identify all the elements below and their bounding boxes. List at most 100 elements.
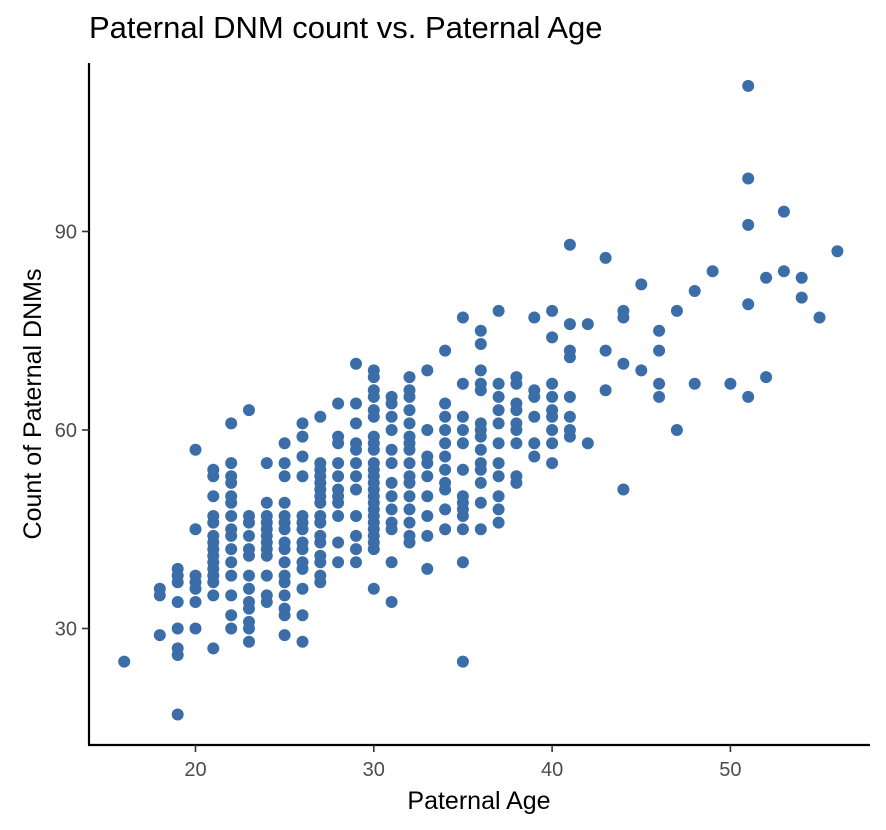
data-point — [653, 390, 666, 403]
data-point — [474, 338, 487, 350]
data-point — [278, 510, 291, 522]
data-point — [599, 251, 612, 264]
data-point — [439, 397, 452, 410]
data-point — [492, 503, 505, 516]
data-point — [403, 503, 416, 516]
data-point — [243, 596, 255, 608]
data-point — [225, 417, 238, 430]
data-point — [367, 384, 380, 397]
data-point — [403, 529, 416, 542]
data-point — [403, 470, 416, 483]
data-point — [367, 404, 380, 417]
data-point — [813, 311, 826, 324]
data-point — [760, 371, 773, 384]
data-point — [599, 344, 612, 357]
chart-title: Paternal DNM count vs. Paternal Age — [89, 10, 603, 45]
data-point — [403, 457, 416, 470]
data-point — [189, 569, 202, 582]
data-point — [831, 245, 844, 258]
data-point — [225, 569, 238, 582]
data-point — [439, 437, 452, 450]
data-point — [421, 364, 434, 377]
data-point — [421, 470, 434, 483]
data-point — [563, 424, 576, 436]
data-point — [278, 556, 291, 569]
data-point — [670, 304, 683, 317]
data-point — [278, 629, 291, 642]
data-point — [795, 291, 808, 304]
data-point — [403, 490, 416, 503]
data-point — [332, 536, 345, 549]
data-point — [296, 609, 309, 622]
data-point — [456, 490, 469, 503]
data-point — [581, 437, 594, 450]
data-point — [546, 331, 559, 344]
data-point — [350, 457, 362, 470]
data-point — [385, 490, 398, 503]
data-point — [207, 490, 220, 503]
data-point — [385, 390, 398, 403]
data-point — [385, 443, 398, 456]
data-point — [207, 642, 220, 655]
data-point — [278, 536, 291, 549]
x-axis-label: Paternal Age — [407, 787, 550, 815]
data-point — [278, 496, 291, 509]
y-tick-label: 60 — [55, 420, 77, 442]
data-point — [225, 470, 238, 483]
data-point — [653, 324, 666, 337]
y-tick-label: 30 — [55, 619, 77, 641]
data-point — [118, 655, 131, 668]
data-point — [332, 556, 345, 569]
data-point — [153, 582, 166, 595]
data-point — [350, 357, 362, 370]
y-tick-label: 90 — [55, 221, 77, 243]
data-point — [510, 397, 523, 410]
data-point — [367, 457, 380, 470]
data-point — [777, 205, 790, 218]
data-point — [510, 437, 523, 450]
data-point — [385, 503, 398, 516]
data-point — [171, 642, 184, 655]
data-point — [385, 410, 398, 423]
data-point — [617, 483, 630, 496]
data-point — [296, 635, 309, 648]
data-point — [456, 437, 469, 450]
data-point — [385, 596, 398, 608]
data-point — [314, 457, 327, 470]
data-point — [296, 536, 309, 549]
data-point — [332, 510, 345, 522]
data-point — [563, 390, 576, 403]
data-point — [563, 238, 576, 251]
data-point — [296, 556, 309, 569]
data-point — [599, 384, 612, 397]
data-point — [546, 377, 559, 390]
data-point — [421, 562, 434, 575]
data-point — [403, 430, 416, 443]
data-point — [617, 357, 630, 370]
data-point — [225, 523, 238, 536]
data-point — [474, 377, 487, 390]
data-point — [474, 364, 487, 377]
data-point — [385, 457, 398, 470]
data-point — [385, 516, 398, 529]
data-point — [171, 708, 184, 721]
data-point — [278, 602, 291, 615]
x-tick-label: 20 — [184, 759, 206, 781]
data-point — [492, 404, 505, 417]
data-point — [314, 569, 327, 582]
data-point — [742, 298, 755, 311]
data-point — [439, 463, 452, 476]
data-point — [492, 417, 505, 430]
data-point — [439, 476, 452, 489]
data-point — [350, 417, 362, 430]
data-point — [492, 390, 505, 403]
data-point — [225, 556, 238, 569]
data-point — [474, 476, 487, 489]
data-point — [296, 510, 309, 522]
data-point — [171, 562, 184, 575]
data-point — [528, 311, 541, 324]
data-point — [314, 529, 327, 542]
data-point — [474, 523, 487, 536]
